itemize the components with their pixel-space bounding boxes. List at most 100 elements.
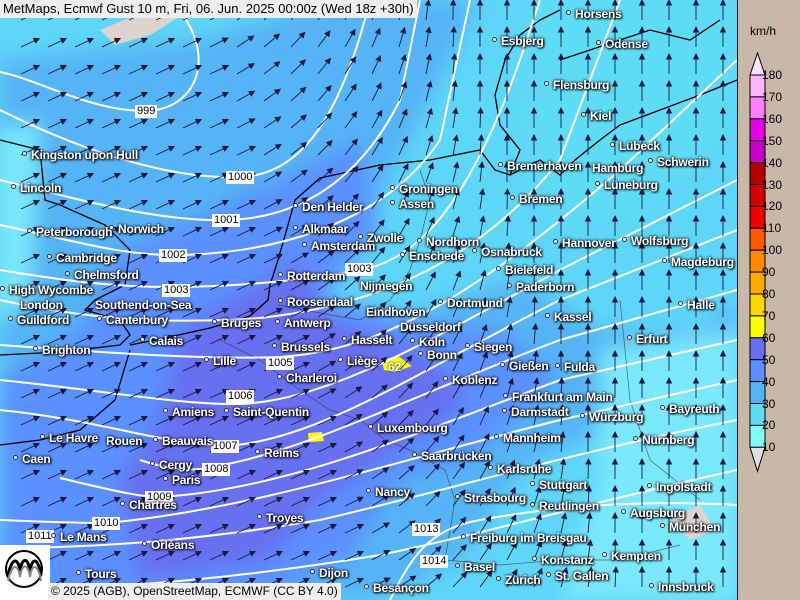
wind-arrow-icon [47, 550, 68, 561]
wind-arrow-icon [371, 384, 388, 399]
wind-arrow-icon [533, 485, 542, 507]
city-name: Reims [264, 446, 300, 460]
city-name: Rotterdam [287, 269, 346, 283]
city-name: Chelmsford [74, 268, 139, 282]
wind-arrow-icon [665, 187, 673, 209]
wind-arrow-icon [584, 268, 592, 290]
city-label: Eindhoven [366, 305, 426, 319]
city-name: Le Mans [60, 530, 107, 544]
wind-arrow-icon [20, 172, 41, 183]
city-label: London [20, 298, 63, 312]
wind-arrow-icon [719, 511, 727, 533]
city-dot-icon [498, 162, 503, 168]
wind-arrow-icon [128, 37, 149, 48]
city-dot-icon [364, 584, 369, 590]
city-name: Charleroi [286, 371, 337, 385]
wind-arrow-icon [585, 485, 593, 507]
wind-arrow-icon [317, 112, 333, 129]
wind-arrow-icon [263, 280, 284, 291]
city-label: Halle [678, 298, 715, 312]
wind-arrow-icon [638, 349, 646, 371]
city-name: Erfurt [636, 332, 668, 346]
city-label: Bruges [212, 316, 261, 330]
city-label: Düsseldorf [400, 320, 461, 334]
wind-arrow-icon [317, 195, 334, 210]
wind-arrow-icon [532, 350, 539, 372]
city-label: Guildford [8, 313, 69, 327]
city-label: Lübeck [610, 139, 660, 153]
wind-arrow-icon [557, 106, 565, 128]
wind-arrow-icon [47, 469, 68, 480]
wind-arrow-icon [477, 107, 484, 129]
wind-arrow-icon [692, 322, 700, 344]
wind-arrow-icon [155, 307, 176, 318]
city-dot-icon [455, 494, 460, 500]
wind-arrow-icon [263, 334, 284, 345]
wind-arrow-icon [692, 79, 700, 101]
wind-arrow-icon [290, 388, 311, 399]
wind-arrow-icon [638, 457, 646, 479]
wind-arrow-icon [584, 349, 592, 371]
city-dot-icon [8, 316, 13, 322]
wind-arrow-icon [101, 118, 122, 129]
wind-arrow-icon [344, 413, 363, 426]
wind-arrow-icon [101, 442, 122, 453]
wind-arrow-icon [209, 496, 230, 507]
weather-map[interactable]: MetMaps, Ecmwf Gust 10 m, Fri, 06. Jun. … [0, 0, 737, 600]
city-name: Reutlingen [539, 499, 599, 513]
city-label: Chartres [120, 498, 177, 512]
city-dot-icon [212, 319, 217, 325]
wind-arrow-icon [506, 486, 516, 507]
wind-arrow-icon [344, 441, 364, 453]
wind-arrow-icon [236, 35, 255, 48]
wind-arrow-icon [425, 353, 438, 372]
wind-arrow-icon [479, 378, 489, 399]
wind-arrow-icon [101, 388, 122, 399]
city-dot-icon [555, 363, 560, 369]
wind-arrow-icon [47, 118, 68, 129]
wind-arrow-icon [479, 542, 492, 561]
wind-arrow-icon [101, 280, 122, 291]
city-dot-icon [255, 449, 260, 455]
city-name: Gießen [509, 359, 549, 373]
city-dot-icon [33, 346, 38, 352]
wind-arrow-icon [559, 431, 566, 453]
wind-arrow-icon [398, 437, 415, 453]
city-label: Chelmsford [65, 268, 139, 282]
city-dot-icon [500, 362, 505, 368]
wind-arrow-icon [47, 172, 68, 183]
wind-arrow-icon [128, 523, 149, 534]
wind-arrow-icon [209, 64, 230, 75]
wind-arrow-icon [611, 430, 619, 452]
legend-tick-label: 40 [762, 374, 776, 389]
wind-arrow-icon [506, 404, 515, 426]
wind-arrow-icon [478, 161, 485, 183]
wind-arrow-icon [476, 25, 484, 47]
wind-arrow-icon [584, 52, 592, 74]
wind-arrow-icon [263, 116, 282, 129]
wind-arrow-icon [209, 550, 230, 561]
wind-arrow-icon [530, 268, 538, 291]
city-name: Guildford [17, 313, 70, 327]
wind-arrow-icon [479, 269, 487, 291]
city-label: Southend-on-Sea [95, 298, 192, 312]
city-dot-icon [465, 343, 470, 349]
wind-arrow-icon [344, 523, 365, 534]
city-label: Lüneburg [595, 178, 658, 192]
wind-arrow-icon [719, 403, 727, 425]
city-label: Gießen [500, 359, 549, 373]
city-name: Hasselt [351, 333, 393, 347]
wind-arrow-icon [155, 91, 176, 102]
wind-arrow-icon [47, 442, 68, 453]
wind-arrow-icon [47, 415, 68, 426]
wind-arrow-icon [20, 307, 41, 318]
wind-arrow-icon [20, 91, 41, 102]
wind-arrow-icon [638, 511, 646, 533]
wind-arrow-icon [74, 145, 95, 156]
wind-arrow-icon [719, 187, 727, 209]
wind-arrow-icon [155, 361, 176, 372]
wind-arrow-icon [451, 80, 458, 102]
max-gust-value: 62 [388, 360, 402, 374]
wind-arrow-icon [371, 494, 390, 507]
city-label: Magdeburg [662, 255, 734, 269]
